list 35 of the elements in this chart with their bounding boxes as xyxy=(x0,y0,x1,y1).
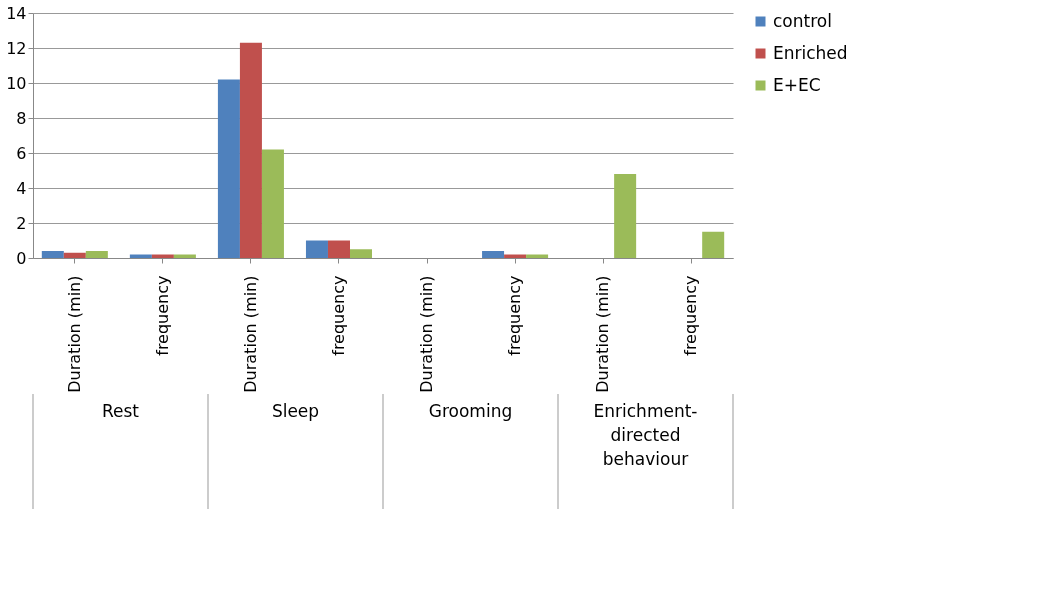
x-tick-label: frequency xyxy=(681,275,701,356)
bar xyxy=(702,231,725,258)
bar xyxy=(261,149,284,258)
bar xyxy=(63,252,86,258)
bar xyxy=(41,251,64,258)
x-tick-label: frequency xyxy=(328,275,348,356)
legend-label: Enriched xyxy=(773,42,848,63)
legend-label: E+EC xyxy=(773,74,821,95)
bar xyxy=(349,249,372,258)
text: Rest xyxy=(101,401,140,421)
y-tick-label: 2 xyxy=(16,213,27,233)
x-tick-label: frequency xyxy=(505,275,525,356)
text: Grooming xyxy=(428,401,513,421)
x-tick-label: Duration (min) xyxy=(64,275,84,393)
y-tick-label: 6 xyxy=(16,143,27,163)
x-tick-label: Duration (min) xyxy=(240,275,260,393)
x-tick-label: Duration (min) xyxy=(593,275,613,393)
bar xyxy=(327,240,350,258)
y-tick-label: 4 xyxy=(16,178,27,198)
y-tick-label: 8 xyxy=(16,108,27,128)
x-tick-label: Duration (min) xyxy=(417,275,437,393)
bar xyxy=(217,79,240,258)
bar xyxy=(85,251,108,258)
bar xyxy=(305,240,328,258)
x-tick-label: frequency xyxy=(152,275,172,356)
bar xyxy=(482,251,505,258)
text: Sleep xyxy=(271,401,320,421)
bar xyxy=(614,174,637,258)
legend-label: control xyxy=(773,10,832,31)
y-tick-label: 10 xyxy=(6,73,27,93)
y-tick-label: 14 xyxy=(6,3,27,23)
y-tick-label: 12 xyxy=(6,38,27,58)
y-tick-label: 0 xyxy=(16,248,27,268)
bar xyxy=(239,42,262,258)
text: Enrichment-directed behaviour xyxy=(593,401,698,469)
